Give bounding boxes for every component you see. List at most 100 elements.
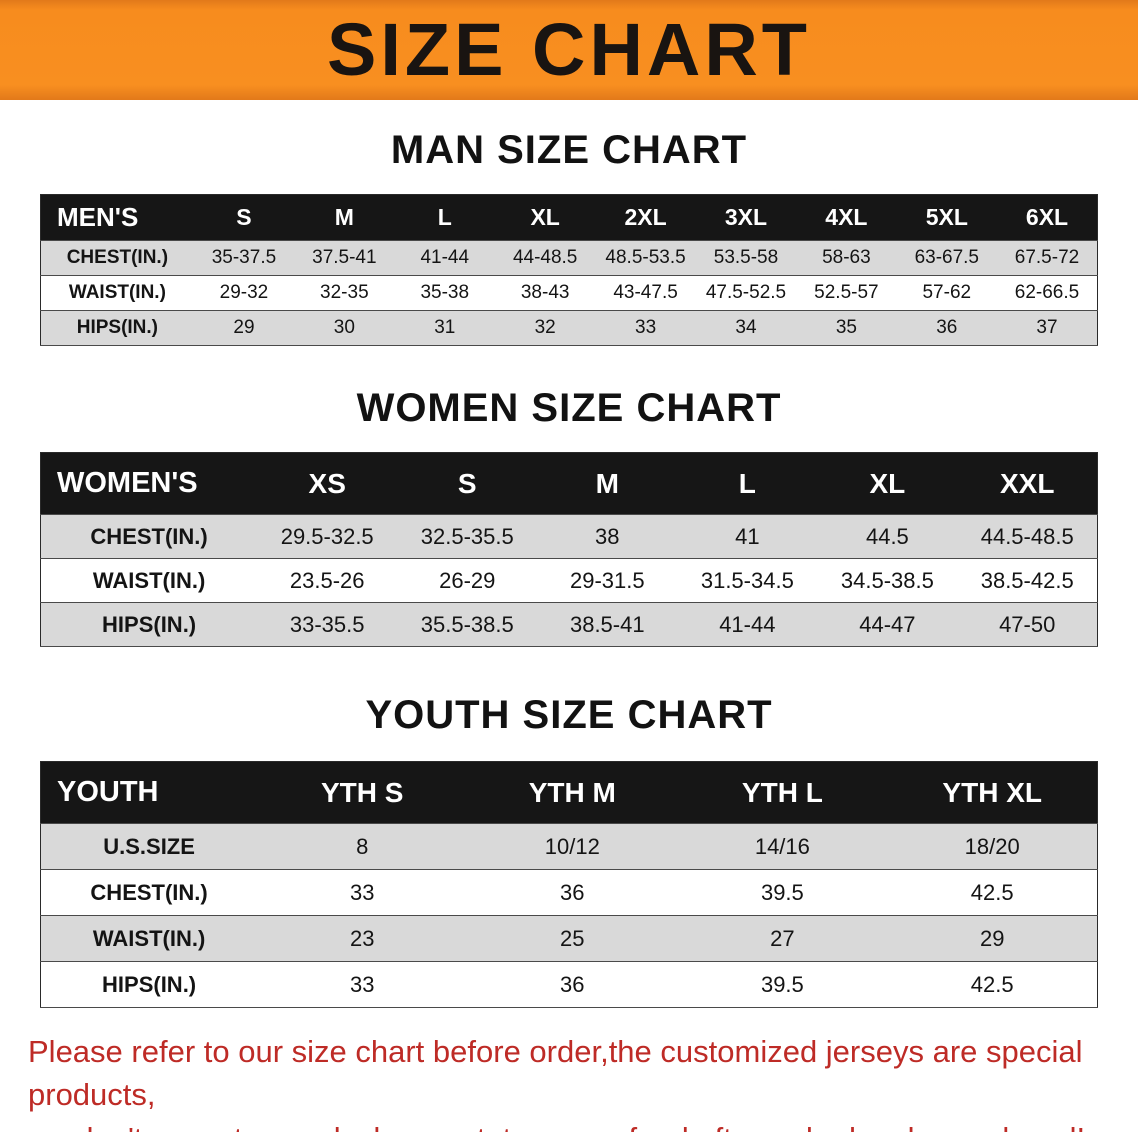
size-column-header: S [193, 194, 295, 241]
size-value: 43-47.5 [595, 275, 696, 311]
page-title: SIZE CHART [327, 8, 811, 91]
row-label: WAIST(IN.) [40, 915, 258, 962]
table-row: CHEST(IN.) 35-37.5 37.5-41 41-44 44-48.5 48.5… [40, 240, 1098, 276]
size-column-header: XXL [957, 452, 1098, 515]
banner: SIZE CHART [0, 0, 1138, 100]
row-label: CHEST(IN.) [40, 240, 194, 276]
size-value: 47.5-52.5 [695, 275, 797, 311]
youth-chart-heading: YOUTH SIZE CHART [365, 693, 773, 737]
row-label: WAIST(IN.) [40, 275, 194, 311]
size-column-header: YTH S [257, 761, 468, 824]
size-value: 62-66.5 [997, 275, 1098, 311]
women-chart-heading: WOMEN SIZE CHART [356, 386, 782, 430]
size-value: 29.5-32.5 [257, 514, 398, 559]
size-value: 29 [193, 310, 295, 346]
size-value: 36 [896, 310, 997, 346]
women-size-section: WOMEN SIZE CHART WOMEN'S XS S M L XL XXL CHEST(… [0, 386, 1138, 647]
size-value: 30 [294, 310, 395, 346]
row-label: HIPS(IN.) [40, 310, 194, 346]
table-header-row: YOUTH YTH S YTH M YTH L YTH XL [40, 761, 1098, 824]
size-column-header: M [537, 452, 678, 515]
size-column-header: L [677, 452, 818, 515]
size-column-header: XS [257, 452, 398, 515]
size-column-header: YTH L [677, 761, 888, 824]
size-column-header: L [394, 194, 495, 241]
size-value: 29-31.5 [537, 558, 678, 603]
row-label: HIPS(IN.) [40, 602, 258, 647]
size-value: 35-37.5 [193, 240, 295, 276]
size-column-header: YTH XL [887, 761, 1098, 824]
size-column-header: 2XL [595, 194, 696, 241]
size-value: 18/20 [887, 823, 1098, 870]
table-row: CHEST(IN.) 33 36 39.5 42.5 [40, 869, 1098, 916]
table-header-row: MEN'S S M L XL 2XL 3XL 4XL 5XL 6XL [40, 194, 1098, 241]
table-corner-label: YOUTH [40, 761, 258, 824]
size-value: 48.5-53.5 [595, 240, 696, 276]
size-value: 38.5-42.5 [957, 558, 1098, 603]
size-column-header: S [397, 452, 538, 515]
youth-size-table: YOUTH YTH S YTH M YTH L YTH XL U.S.SIZE 8 10/12… [40, 761, 1098, 1008]
size-value: 42.5 [887, 961, 1098, 1008]
size-value: 44-47 [817, 602, 958, 647]
table-row: HIPS(IN.) 29 30 31 32 33 34 35 36 37 [40, 310, 1098, 346]
size-value: 41 [677, 514, 818, 559]
size-value: 38 [537, 514, 678, 559]
size-column-header: 4XL [796, 194, 897, 241]
size-value: 41-44 [394, 240, 495, 276]
table-corner-label: MEN'S [40, 194, 194, 241]
row-label: U.S.SIZE [40, 823, 258, 870]
table-row: CHEST(IN.) 29.5-32.5 32.5-35.5 38 41 44.5 44.5… [40, 514, 1098, 559]
size-value: 53.5-58 [695, 240, 797, 276]
size-value: 47-50 [957, 602, 1098, 647]
size-value: 57-62 [896, 275, 997, 311]
table-row: U.S.SIZE 8 10/12 14/16 18/20 [40, 823, 1098, 870]
size-value: 35 [796, 310, 897, 346]
size-value: 41-44 [677, 602, 818, 647]
table-row: HIPS(IN.) 33-35.5 35.5-38.5 38.5-41 41-44 44-… [40, 602, 1098, 647]
size-value: 38.5-41 [537, 602, 678, 647]
size-value: 39.5 [677, 869, 888, 916]
size-value: 39.5 [677, 961, 888, 1008]
youth-size-section: YOUTH SIZE CHART YOUTH YTH S YTH M YTH L YTH… [0, 693, 1138, 1008]
size-value: 29-32 [193, 275, 295, 311]
size-value: 32-35 [294, 275, 395, 311]
size-value: 44-48.5 [494, 240, 596, 276]
size-value: 34 [695, 310, 797, 346]
disclaimer-text: Please refer to our size chart before or… [28, 1030, 1110, 1132]
size-column-header: 3XL [695, 194, 797, 241]
size-value: 27 [677, 915, 888, 962]
size-value: 36 [467, 869, 678, 916]
size-column-header: M [294, 194, 395, 241]
row-label: CHEST(IN.) [40, 514, 258, 559]
size-column-header: 6XL [997, 194, 1098, 241]
size-value: 58-63 [796, 240, 897, 276]
size-value: 63-67.5 [896, 240, 997, 276]
size-value: 14/16 [677, 823, 888, 870]
size-value: 67.5-72 [997, 240, 1098, 276]
size-value: 32 [494, 310, 596, 346]
size-value: 31.5-34.5 [677, 558, 818, 603]
size-value: 42.5 [887, 869, 1098, 916]
table-row: WAIST(IN.) 23 25 27 29 [40, 915, 1098, 962]
size-value: 23 [257, 915, 468, 962]
row-label: CHEST(IN.) [40, 869, 258, 916]
size-value: 34.5-38.5 [817, 558, 958, 603]
size-value: 52.5-57 [796, 275, 897, 311]
women-size-table: WOMEN'S XS S M L XL XXL CHEST(IN.) 29.5-32.5 32.5… [40, 452, 1098, 647]
disclaimer: Please refer to our size chart before or… [0, 1030, 1138, 1132]
size-value: 38-43 [494, 275, 596, 311]
size-value: 37.5-41 [294, 240, 395, 276]
men-size-section: MAN SIZE CHART MEN'S S M L XL 2XL 3XL 4XL 5XL 6XL… [0, 128, 1138, 346]
size-value: 8 [257, 823, 468, 870]
disclaimer-line-1: Please refer to our size chart before or… [28, 1034, 1083, 1113]
disclaimer-line-2: we don't accept cancel, change, teturn o… [28, 1121, 1085, 1132]
size-value: 32.5-35.5 [397, 514, 538, 559]
table-corner-label: WOMEN'S [40, 452, 258, 515]
row-label: WAIST(IN.) [40, 558, 258, 603]
size-value: 37 [997, 310, 1098, 346]
size-value: 29 [887, 915, 1098, 962]
size-value: 25 [467, 915, 678, 962]
size-value: 23.5-26 [257, 558, 398, 603]
men-size-table: MEN'S S M L XL 2XL 3XL 4XL 5XL 6XL CHEST(IN.) 35-37… [40, 194, 1098, 346]
